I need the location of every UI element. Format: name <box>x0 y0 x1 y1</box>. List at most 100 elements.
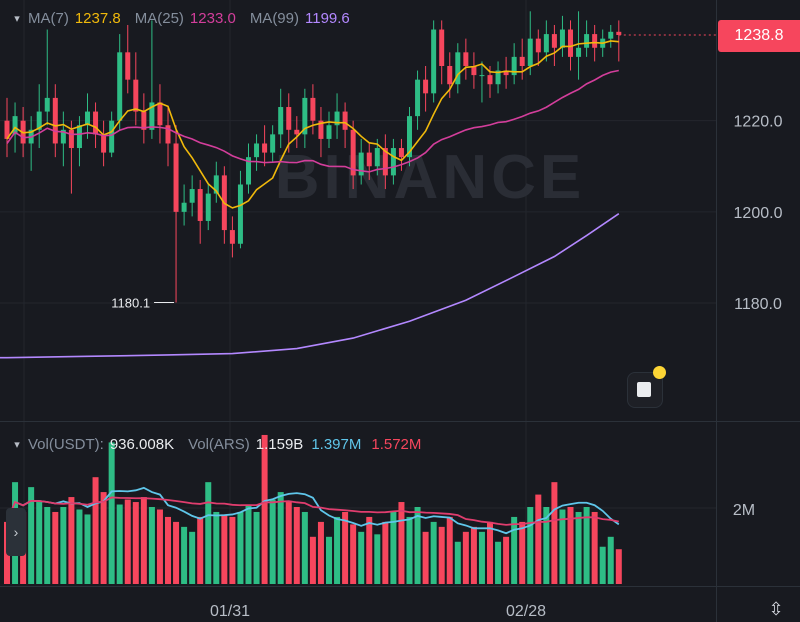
low-marker-label: 1180.1 <box>111 296 150 311</box>
volume-bar <box>28 487 35 584</box>
candle-body <box>254 143 260 158</box>
x-axis-label: 01/31 <box>210 603 250 620</box>
candle-body <box>568 29 573 57</box>
candle-body <box>447 65 453 85</box>
volume-bar <box>237 511 244 584</box>
volume-bar <box>559 509 566 584</box>
candle-body <box>471 65 477 76</box>
chevron-right-icon: › <box>13 524 19 540</box>
volume-bar <box>503 536 510 584</box>
candle-body <box>535 38 541 53</box>
volume-bar <box>108 442 115 584</box>
vol-usdt-label: Vol(USDT): <box>28 435 104 453</box>
volume-bar <box>245 504 252 584</box>
y-axis-label: 1180.0 <box>734 296 782 313</box>
candle-body <box>157 102 163 126</box>
x-axis-label: 02/28 <box>506 603 546 620</box>
volume-bar <box>350 524 357 584</box>
candle-body <box>495 70 501 85</box>
candle-body <box>60 129 66 144</box>
volume-bar <box>44 507 51 584</box>
volume-bar <box>366 516 373 584</box>
volume-bar <box>173 521 180 584</box>
volume-bar <box>543 507 550 584</box>
volume-bar <box>68 497 75 584</box>
candle-body <box>543 34 549 53</box>
candle-body <box>382 148 388 176</box>
chevron-down-icon[interactable]: ▾ <box>14 12 20 25</box>
candle-body <box>76 125 82 149</box>
volume-legend: ▾ Vol(USDT): 936.008K Vol(ARS) 1.159B 1.… <box>0 434 435 454</box>
candle-body <box>52 97 58 144</box>
vol-ma1-value: 1.397M <box>311 435 362 453</box>
volume-bar <box>132 502 139 584</box>
candle-body <box>584 34 590 48</box>
candle-body <box>197 189 203 221</box>
fit-vertical-icon[interactable]: ⇳ <box>768 599 784 619</box>
y-axis-label: 1200.0 <box>734 205 783 222</box>
candle-body <box>213 175 219 194</box>
candle-body <box>407 116 412 158</box>
candle-body <box>519 56 525 66</box>
volume-bar <box>454 541 461 584</box>
ma7-line <box>6 40 619 209</box>
candle-body <box>350 129 356 176</box>
current-price-tag: 1238.8 <box>718 20 800 52</box>
candle-body <box>181 202 187 212</box>
candle-body <box>358 152 364 176</box>
volume-bar <box>535 494 542 584</box>
volume-bar <box>374 534 381 584</box>
candle-body <box>374 148 380 167</box>
volume-bar <box>390 511 397 584</box>
candle-body <box>44 97 50 112</box>
volume-bar <box>124 499 131 584</box>
volume-bar <box>229 516 236 584</box>
candle-body <box>229 230 235 244</box>
candle-body <box>286 107 292 130</box>
candle-body <box>463 52 469 66</box>
volume-bar <box>495 541 502 584</box>
candle-body <box>205 193 211 221</box>
ma25-label: MA(25) <box>134 9 184 27</box>
ma99-line <box>0 213 620 359</box>
volume-bar <box>487 521 493 584</box>
candle-body <box>4 120 10 139</box>
volume-bar <box>277 492 284 584</box>
candle-body <box>68 129 74 149</box>
volume-bar <box>197 516 204 584</box>
candle-body <box>278 107 284 135</box>
volume-bar <box>599 546 606 584</box>
candle-body <box>246 157 251 185</box>
volume-bar <box>100 492 107 584</box>
ma25-line <box>6 69 619 173</box>
notification-dot <box>653 366 666 379</box>
volume-bar <box>76 509 83 584</box>
volume-bar <box>317 521 324 584</box>
chevron-down-icon[interactable]: ▾ <box>14 438 20 451</box>
candle-body <box>262 143 268 153</box>
candle-body <box>559 29 565 48</box>
candle-body <box>310 97 316 121</box>
panel-toggle-handle[interactable]: › <box>6 508 26 556</box>
candle-body <box>455 52 461 85</box>
volume-bar <box>269 499 276 584</box>
volume-bar <box>213 511 220 584</box>
candle-body <box>576 47 582 57</box>
candle-body <box>503 70 509 76</box>
volume-bar <box>156 509 163 584</box>
volume-bar <box>511 516 518 584</box>
candle-body <box>479 75 485 77</box>
candle-body <box>334 111 340 126</box>
candle-body <box>592 34 598 48</box>
volume-bar <box>358 531 365 584</box>
y-axis-label: 1220.0 <box>734 114 783 131</box>
volume-bar <box>583 507 590 584</box>
ma99-value: 1199.6 <box>305 9 350 27</box>
candle-body <box>487 75 493 85</box>
candle-body <box>237 184 243 244</box>
volume-bar <box>438 526 445 584</box>
volume-bar <box>575 511 582 584</box>
candle-body <box>133 79 139 112</box>
candle-body <box>431 29 437 94</box>
